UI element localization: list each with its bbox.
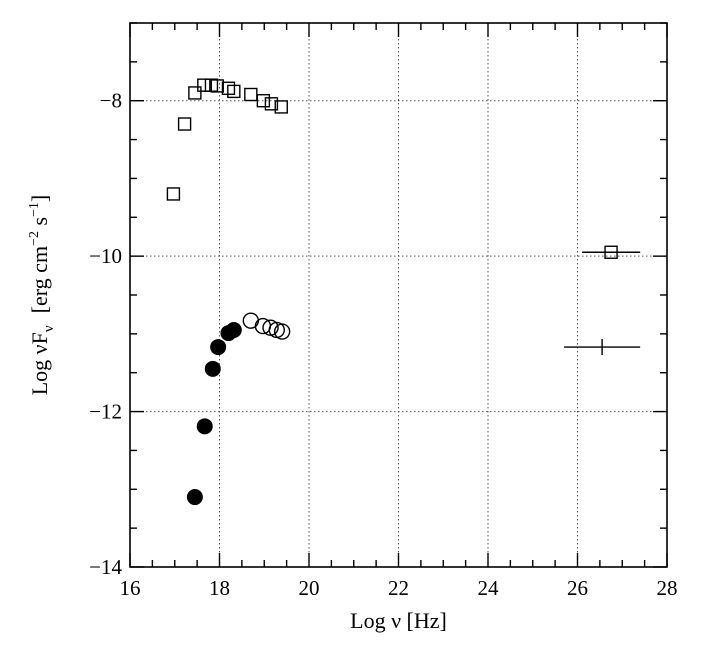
open-circle-point xyxy=(273,323,291,340)
y-axis-title-units: [erg cm xyxy=(27,246,52,313)
open-square-point xyxy=(197,78,211,92)
x-tick-label: 24 xyxy=(478,576,500,600)
filled-circle-point xyxy=(186,489,203,506)
open-square-point xyxy=(256,94,271,108)
y-axis-title: Log νFν [erg cm−2 s−1] xyxy=(27,195,57,396)
y-axis-title-units-mid: s xyxy=(27,217,52,231)
y-tick-label: −12 xyxy=(89,400,122,424)
y-axis-title-exp2: −1 xyxy=(27,202,42,217)
open-square-point xyxy=(227,84,241,99)
x-tick-label: 16 xyxy=(120,576,141,600)
y-axis-title-units-end: ] xyxy=(27,195,52,202)
filled-circle-point xyxy=(210,339,227,356)
x-tick-label: 18 xyxy=(209,576,230,600)
open-square-point xyxy=(604,245,618,259)
open-square-point xyxy=(210,79,224,93)
y-axis-title-main: Log νF xyxy=(27,332,52,395)
open-square-point xyxy=(264,97,279,111)
axis-ticks xyxy=(129,22,668,568)
filled-circle-point xyxy=(225,321,242,338)
open-square-point xyxy=(244,87,258,102)
open-square-point xyxy=(274,100,288,114)
open-square-point xyxy=(177,117,192,131)
open-square-point xyxy=(166,187,181,201)
data-marks xyxy=(166,78,641,506)
y-tick-label: −8 xyxy=(100,89,122,113)
x-tick-label: 22 xyxy=(388,576,409,600)
x-tick-label: 26 xyxy=(567,576,588,600)
tick-labels: 16 18 20 22 24 26 28 −14 −12 −10 −8 xyxy=(89,89,677,600)
x-tick-label: 20 xyxy=(299,576,320,600)
grid-lines xyxy=(130,23,667,567)
y-tick-label: −14 xyxy=(89,555,122,579)
y-tick-label: −10 xyxy=(89,244,122,268)
y-axis-title-exp1: −2 xyxy=(27,231,42,246)
x-tick-label: 28 xyxy=(657,576,678,600)
x-axis-title: Log ν [Hz] xyxy=(350,608,447,633)
y-axis-title-subscript: ν xyxy=(41,325,57,332)
open-square-point xyxy=(188,86,202,100)
filled-circle-point xyxy=(196,418,213,435)
filled-circle-point xyxy=(204,360,221,377)
